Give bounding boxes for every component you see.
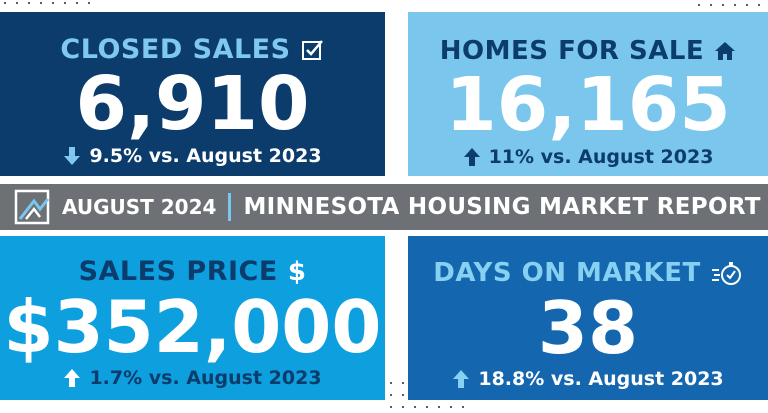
homes-for-sale-value: 16,165: [445, 62, 731, 148]
checkbox-icon: [301, 39, 323, 60]
sales-price-change-text: 1.7% vs. August 2023: [89, 367, 322, 389]
report-banner: AUGUST 2024 MINNESOTA HOUSING MARKET REP…: [0, 184, 768, 230]
homes-for-sale-label: HOMES FOR SALE: [439, 36, 705, 66]
report-date: AUGUST 2024: [62, 195, 217, 219]
days-on-market-card: DAYS ON MARKET 38 18.8% vs. August 2023: [408, 236, 768, 400]
sales-price-change: 1.7% vs. August 2023: [63, 367, 322, 389]
closed-sales-header: CLOSED SALES: [60, 34, 324, 65]
closed-sales-change: 9.5% vs. August 2023: [63, 145, 322, 167]
house-icon: [715, 42, 736, 60]
closed-sales-label: CLOSED SALES: [60, 34, 291, 65]
dot-pattern-top-right: [690, 0, 768, 12]
arrow-up-icon: [463, 148, 480, 166]
sales-price-value: $352,000: [3, 285, 382, 369]
closed-sales-value: 6,910: [75, 61, 310, 147]
sales-price-header: SALES PRICE $: [79, 256, 307, 287]
days-on-market-change-text: 18.8% vs. August 2023: [478, 368, 724, 390]
homes-for-sale-header: HOMES FOR SALE: [440, 36, 736, 66]
banner-divider: [228, 193, 232, 221]
dot-pattern-bottom: [380, 376, 500, 413]
arrow-up-icon: [64, 369, 81, 387]
sales-price-label: SALES PRICE: [78, 256, 278, 287]
dollar-icon: $: [287, 256, 307, 287]
arrow-down-icon: [64, 147, 81, 165]
sales-price-card: SALES PRICE $ $352,000 1.7% vs. August 2…: [0, 236, 385, 400]
homes-for-sale-card: HOMES FOR SALE 16,165 11% vs. August 202…: [408, 12, 768, 176]
days-on-market-label: DAYS ON MARKET: [433, 258, 701, 288]
closed-sales-change-text: 9.5% vs. August 2023: [89, 145, 322, 167]
logo-icon: [14, 189, 50, 225]
arrow-up-icon: [453, 370, 470, 388]
days-on-market-value: 38: [537, 286, 639, 370]
homes-for-sale-change-text: 11% vs. August 2023: [488, 146, 714, 168]
homes-for-sale-change: 11% vs. August 2023: [463, 146, 714, 168]
days-on-market-header: DAYS ON MARKET: [433, 258, 742, 288]
days-on-market-change: 18.8% vs. August 2023: [452, 368, 724, 390]
closed-sales-card: CLOSED SALES 6,910 9.5% vs. August 2023: [0, 12, 385, 176]
stopwatch-icon: [711, 262, 741, 285]
report-title: MINNESOTA HOUSING MARKET REPORT: [243, 194, 761, 220]
